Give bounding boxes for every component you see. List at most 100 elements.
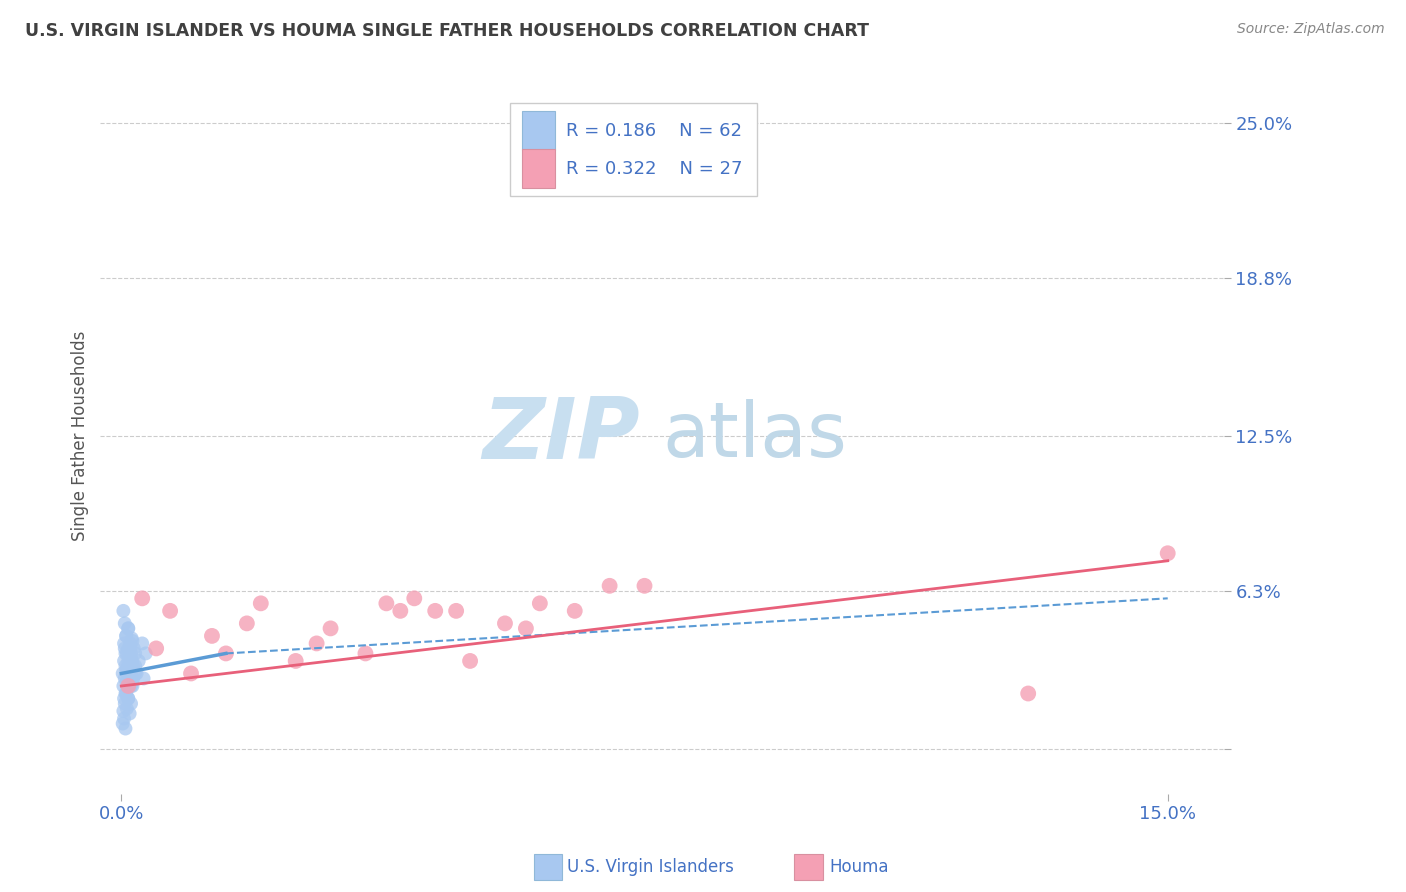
Point bbox=[494, 616, 516, 631]
Point bbox=[121, 654, 143, 668]
Point bbox=[145, 641, 167, 656]
Point bbox=[249, 596, 271, 610]
Point bbox=[114, 697, 136, 711]
FancyBboxPatch shape bbox=[522, 112, 555, 151]
Point bbox=[120, 659, 142, 673]
Point bbox=[115, 661, 138, 675]
Point bbox=[215, 647, 238, 661]
Point bbox=[354, 647, 377, 661]
Point bbox=[114, 686, 136, 700]
Point bbox=[115, 686, 138, 700]
Text: R = 0.322    N = 27: R = 0.322 N = 27 bbox=[567, 161, 742, 178]
Point bbox=[115, 673, 138, 688]
Point bbox=[389, 604, 412, 618]
Point bbox=[599, 579, 621, 593]
Point bbox=[115, 647, 138, 661]
Point bbox=[111, 666, 134, 681]
Point bbox=[114, 641, 136, 656]
Point bbox=[111, 716, 134, 731]
Point bbox=[201, 629, 224, 643]
Point bbox=[112, 654, 135, 668]
Point bbox=[122, 641, 145, 656]
Point bbox=[118, 651, 141, 665]
Text: U.S. VIRGIN ISLANDER VS HOUMA SINGLE FATHER HOUSEHOLDS CORRELATION CHART: U.S. VIRGIN ISLANDER VS HOUMA SINGLE FAT… bbox=[25, 22, 869, 40]
Point bbox=[120, 641, 142, 656]
Point bbox=[118, 706, 141, 721]
Point bbox=[114, 647, 136, 661]
Point bbox=[118, 672, 141, 686]
Point bbox=[115, 629, 138, 643]
Point bbox=[122, 659, 145, 673]
Point bbox=[121, 664, 143, 678]
Point bbox=[135, 647, 157, 661]
Point bbox=[117, 641, 139, 656]
Point bbox=[115, 629, 138, 643]
Text: ZIP: ZIP bbox=[482, 394, 640, 477]
Point bbox=[425, 604, 447, 618]
Point bbox=[117, 666, 139, 681]
FancyBboxPatch shape bbox=[510, 103, 758, 195]
Y-axis label: Single Father Households: Single Father Households bbox=[72, 330, 89, 541]
Point bbox=[120, 679, 142, 693]
Point bbox=[121, 669, 143, 683]
Point bbox=[112, 636, 135, 650]
Point bbox=[159, 604, 181, 618]
Point bbox=[132, 672, 155, 686]
Point bbox=[115, 701, 138, 715]
Point bbox=[180, 666, 202, 681]
Point bbox=[124, 647, 146, 661]
Point bbox=[515, 621, 537, 635]
Point bbox=[114, 659, 136, 673]
Point bbox=[458, 654, 481, 668]
Point bbox=[121, 679, 143, 693]
Point bbox=[117, 621, 139, 635]
Point bbox=[131, 591, 153, 606]
Point bbox=[529, 596, 551, 610]
Point bbox=[117, 621, 139, 635]
Point bbox=[125, 666, 148, 681]
Text: atlas: atlas bbox=[662, 399, 846, 473]
Point bbox=[112, 712, 135, 726]
Point bbox=[117, 691, 139, 706]
Point bbox=[124, 666, 146, 681]
Point bbox=[122, 672, 145, 686]
Point bbox=[305, 636, 328, 650]
Point bbox=[121, 632, 143, 646]
Point bbox=[404, 591, 426, 606]
FancyBboxPatch shape bbox=[522, 149, 555, 188]
Point bbox=[117, 679, 139, 693]
Point bbox=[1017, 686, 1039, 700]
Point bbox=[117, 661, 139, 675]
Point bbox=[114, 672, 136, 686]
Point bbox=[117, 679, 139, 693]
Point bbox=[120, 697, 142, 711]
Point bbox=[121, 634, 143, 648]
Point bbox=[128, 654, 150, 668]
Point bbox=[114, 616, 136, 631]
Point bbox=[633, 579, 655, 593]
Point bbox=[114, 722, 136, 736]
Point bbox=[117, 691, 139, 706]
Point bbox=[564, 604, 586, 618]
Point bbox=[375, 596, 398, 610]
Text: Houma: Houma bbox=[830, 858, 889, 876]
Point bbox=[120, 651, 142, 665]
Point bbox=[124, 659, 146, 673]
Point bbox=[236, 616, 259, 631]
Text: R = 0.186    N = 62: R = 0.186 N = 62 bbox=[567, 122, 742, 140]
Point bbox=[115, 664, 138, 678]
Text: Source: ZipAtlas.com: Source: ZipAtlas.com bbox=[1237, 22, 1385, 37]
Point bbox=[444, 604, 467, 618]
Point bbox=[112, 604, 135, 618]
Point bbox=[284, 654, 307, 668]
Point bbox=[112, 704, 135, 718]
Point bbox=[1157, 546, 1180, 560]
Point bbox=[112, 691, 135, 706]
Point bbox=[117, 654, 139, 668]
Point bbox=[120, 647, 142, 661]
Point bbox=[120, 636, 142, 650]
Point bbox=[319, 621, 342, 635]
Point bbox=[131, 636, 153, 650]
Point bbox=[118, 666, 141, 681]
Point bbox=[112, 679, 135, 693]
